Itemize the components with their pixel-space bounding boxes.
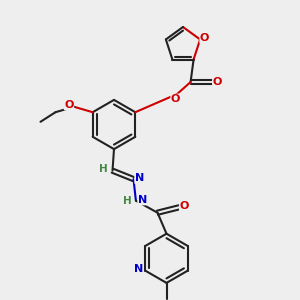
Text: O: O (171, 94, 180, 104)
Text: O: O (200, 33, 209, 43)
Text: O: O (179, 201, 189, 211)
Text: O: O (213, 77, 222, 87)
Text: N: N (134, 264, 143, 274)
Text: O: O (64, 100, 74, 110)
Text: N: N (138, 195, 147, 205)
Text: H: H (99, 164, 108, 174)
Text: H: H (123, 196, 132, 206)
Text: N: N (135, 173, 144, 183)
